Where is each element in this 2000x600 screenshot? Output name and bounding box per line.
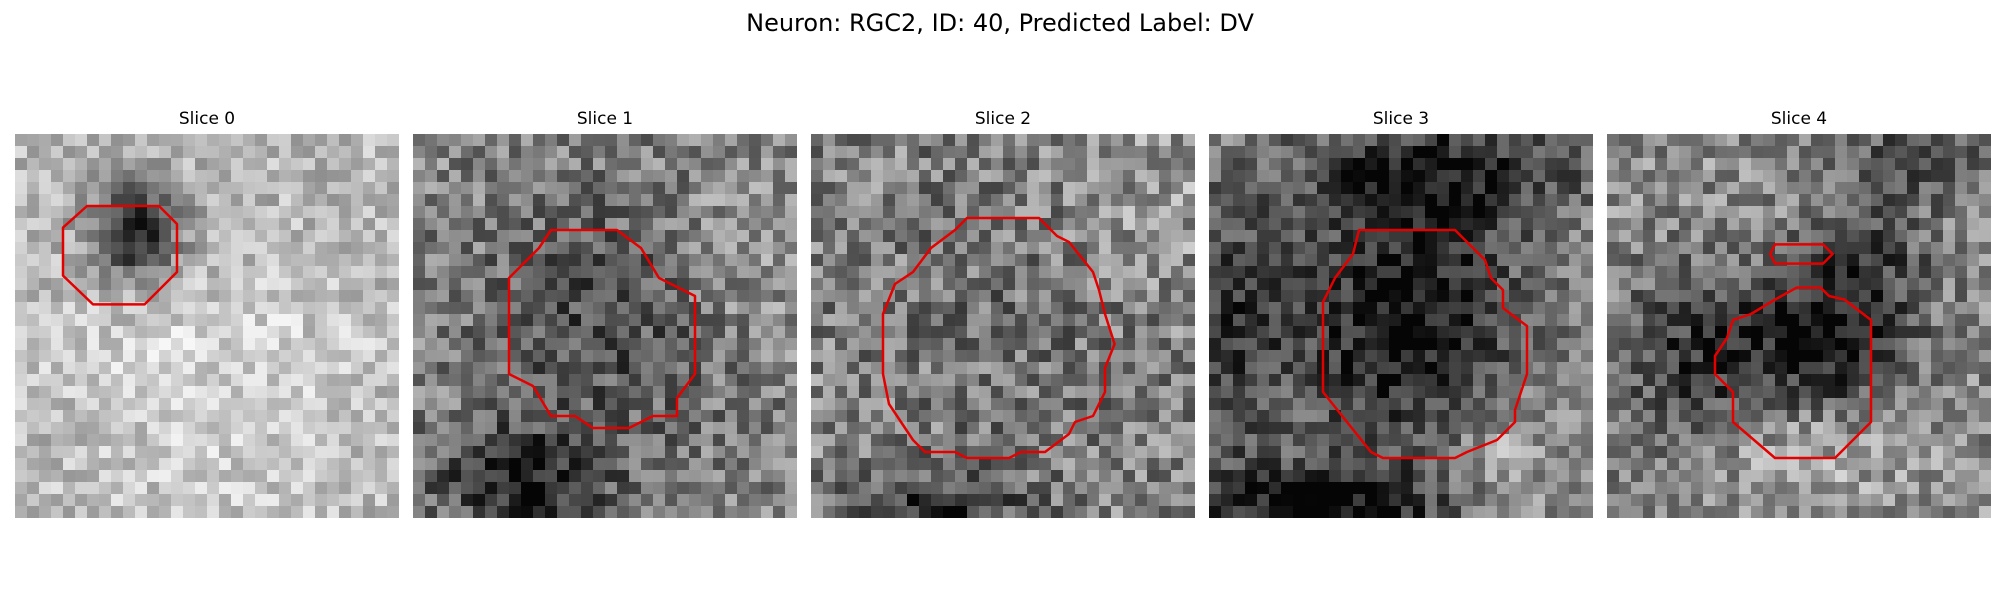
roi-contour bbox=[1713, 286, 1873, 460]
panel-title: Slice 3 bbox=[1372, 109, 1430, 129]
slice-image bbox=[15, 134, 399, 518]
slice-image bbox=[1209, 134, 1593, 518]
slice-image bbox=[811, 134, 1195, 518]
panel-title: Slice 4 bbox=[1770, 109, 1828, 129]
slice-pixels bbox=[15, 134, 399, 518]
figure-title: Neuron: RGC2, ID: 40, Predicted Label: D… bbox=[746, 9, 1254, 37]
roi-contour bbox=[1321, 228, 1529, 460]
slice-pixels bbox=[413, 134, 797, 518]
slice-image bbox=[413, 134, 797, 518]
slice-pixels bbox=[1607, 134, 1991, 518]
panel-title: Slice 1 bbox=[576, 109, 634, 129]
slice-pixels bbox=[811, 134, 1195, 518]
slice-pixels bbox=[1209, 134, 1593, 518]
roi-contour bbox=[881, 216, 1116, 460]
roi-contour bbox=[507, 228, 697, 430]
roi-contour bbox=[1768, 243, 1834, 265]
slice-image bbox=[1607, 134, 1991, 518]
panel-title: Slice 0 bbox=[178, 109, 236, 129]
panel-title: Slice 2 bbox=[974, 109, 1032, 129]
roi-contour bbox=[61, 204, 179, 306]
